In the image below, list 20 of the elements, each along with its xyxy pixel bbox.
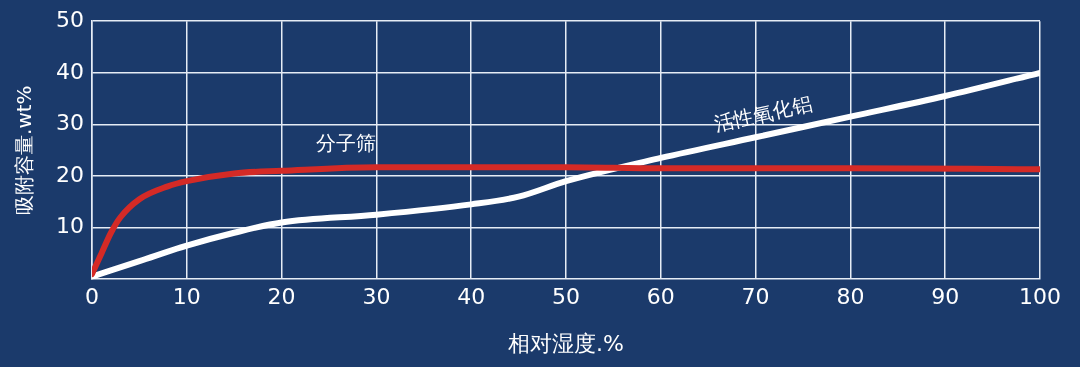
x-tick-label: 70: [741, 284, 770, 310]
x-tick-label: 20: [267, 284, 296, 310]
x-tick-label: 80: [836, 284, 865, 310]
x-tick-label: 10: [172, 284, 201, 310]
y-tick-label: 30: [55, 110, 84, 136]
y-tick-label: 50: [55, 6, 84, 32]
x-axis-title: 相对湿度.%: [508, 330, 624, 356]
x-tick-label: 90: [931, 284, 960, 310]
x-tick-label: 100: [1019, 284, 1061, 310]
y-tick-label: 20: [55, 161, 84, 187]
y-tick-label: 10: [55, 213, 84, 239]
x-tick-label: 0: [84, 284, 99, 310]
x-tick-label: 30: [362, 284, 391, 310]
x-tick-label: 40: [457, 284, 486, 310]
x-tick-label: 50: [552, 284, 580, 310]
y-tick-label: 40: [55, 58, 84, 84]
series-label: 分子筛: [316, 131, 377, 156]
x-tick-label: 60: [646, 284, 675, 310]
y-axis-title: 吸附容量.wt%: [12, 85, 37, 215]
text: 活性氧化铝: [711, 91, 815, 137]
